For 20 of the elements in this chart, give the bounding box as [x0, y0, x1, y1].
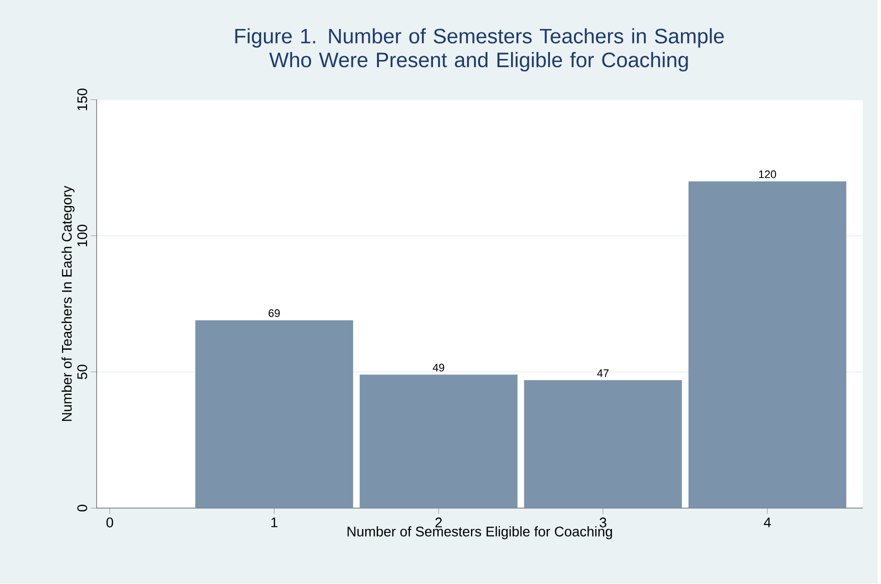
data-label: 49 — [432, 364, 444, 372]
x-tick-label: 2 — [435, 518, 442, 528]
x-axis-title: Number of Semesters Eligible for Coaching — [348, 526, 612, 540]
x-tick-label: 1 — [271, 518, 278, 528]
chart-title: Figure 1. Number of Semesters Teachers in Sample Who Were Present and Eligible for Coaching — [235, 28, 724, 72]
y-tick-label: 0 — [77, 504, 88, 512]
y-tick-label: 100 — [77, 224, 88, 246]
bar — [195, 320, 354, 508]
y-tick-label: 50 — [77, 364, 88, 380]
bar — [688, 181, 846, 508]
y-axis-title: Number of Teachers In Each Category — [62, 186, 74, 421]
x-tick-label: 4 — [764, 518, 771, 528]
data-label: 120 — [759, 170, 776, 178]
bar — [524, 380, 682, 508]
bar — [360, 374, 518, 508]
x-tick-label: 0 — [106, 518, 114, 528]
y-tick-label: 150 — [77, 88, 88, 110]
data-label: 69 — [268, 309, 280, 318]
x-tick-label: 3 — [600, 518, 606, 528]
data-label: 47 — [597, 370, 609, 378]
